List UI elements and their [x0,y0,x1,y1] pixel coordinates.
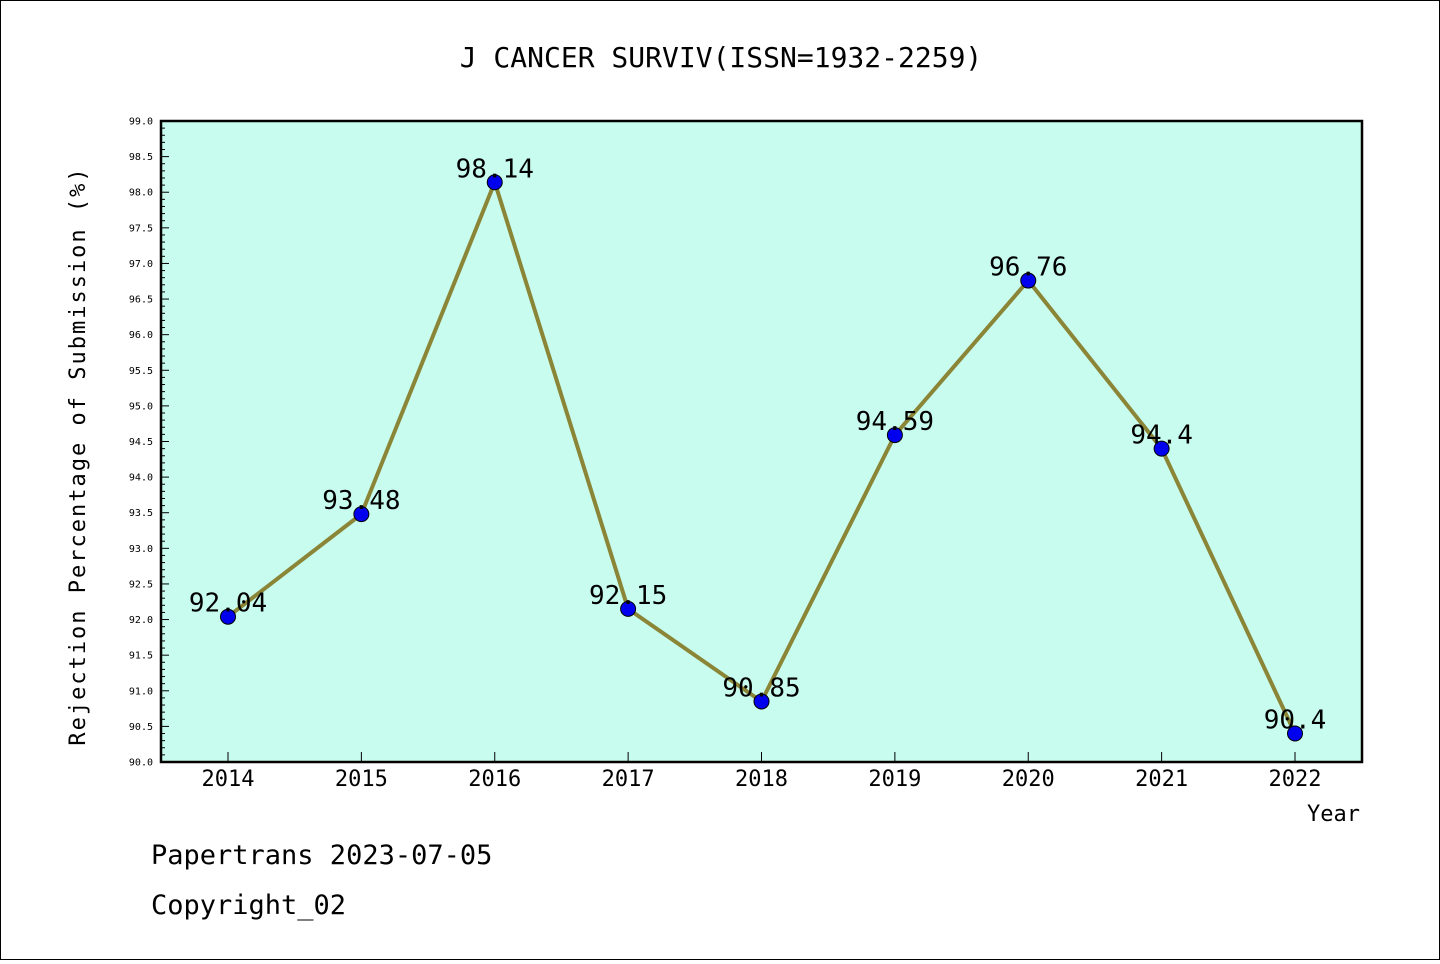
data-label: 92.04 [189,589,267,619]
y-tick-label: 90.5 [129,722,153,733]
y-tick-label: 94.0 [129,473,153,484]
x-axis: 2014 2015 2016 2017 2018 2019 2020 2021 2022 [202,752,1322,792]
data-label: 92.15 [589,581,667,611]
x-tick-label: 2020 [1002,767,1055,792]
data-point [220,608,236,625]
y-tick-label: 91.5 [129,651,153,662]
y-tick-label: 98.5 [129,152,153,163]
x-tick-label: 2016 [468,767,521,792]
y-tick-label: 94.5 [129,437,153,448]
data-point [486,174,503,191]
x-tick-label: 2014 [202,767,255,792]
data-labels: 92.04 93.48 98.14 92.15 90.85 94.59 96.76 94.4 9… [189,154,1326,735]
y-tick-label: 97.0 [129,259,153,270]
data-label: 94.4 [1130,421,1193,451]
data-label: 90.85 [722,673,800,703]
y-tick-label: 93.5 [129,508,153,519]
x-tick-label: 2017 [602,767,655,792]
y-tick-label: 91.0 [129,686,153,697]
chart-title: J CANCER SURVIV(ISSN=1932-2259) [460,41,983,74]
data-point [886,427,903,444]
y-tick-label: 93.0 [129,544,153,555]
data-label: 93.48 [322,486,400,516]
y-axis-title: Rejection Percentage of Submission (%) [66,166,91,745]
x-tick-label: 2022 [1269,767,1322,792]
y-tick-label: 96.0 [129,330,153,341]
footer-copyright: Copyright_02 [151,890,346,921]
y-tick-label: 96.5 [129,295,153,306]
x-tick-label: 2018 [735,767,788,792]
data-label: 98.14 [456,154,534,184]
y-tick-label: 90.0 [129,758,153,769]
y-axis: 90.0 90.5 91.0 91.5 92.0 92.5 93.0 93.5 94.0 94.5… [129,117,169,769]
data-point [353,506,370,523]
y-tick-label: 99.0 [129,117,153,128]
data-point [1153,440,1170,457]
footer-date: Papertrans 2023-07-05 [151,840,492,871]
y-tick-label: 97.5 [129,223,153,234]
series-group [220,174,1303,742]
y-tick-label: 92.0 [129,615,153,626]
x-tick-label: 2021 [1135,767,1188,792]
data-label: 90.4 [1264,706,1327,736]
data-point [753,693,770,710]
x-tick-label: 2015 [335,767,388,792]
data-point [1287,725,1303,742]
y-tick-label: 95.5 [129,366,153,377]
y-tick-label: 92.5 [129,579,153,590]
data-label: 94.59 [856,407,934,437]
data-label: 96.76 [989,253,1067,283]
data-point [1020,272,1037,289]
y-tick-label: 95.0 [129,401,153,412]
y-tick-label: 98.0 [129,188,153,199]
plot-border [159,119,1364,764]
data-point [620,600,637,617]
x-axis-title: Year [1307,802,1360,827]
x-tick-label: 2019 [868,767,921,792]
